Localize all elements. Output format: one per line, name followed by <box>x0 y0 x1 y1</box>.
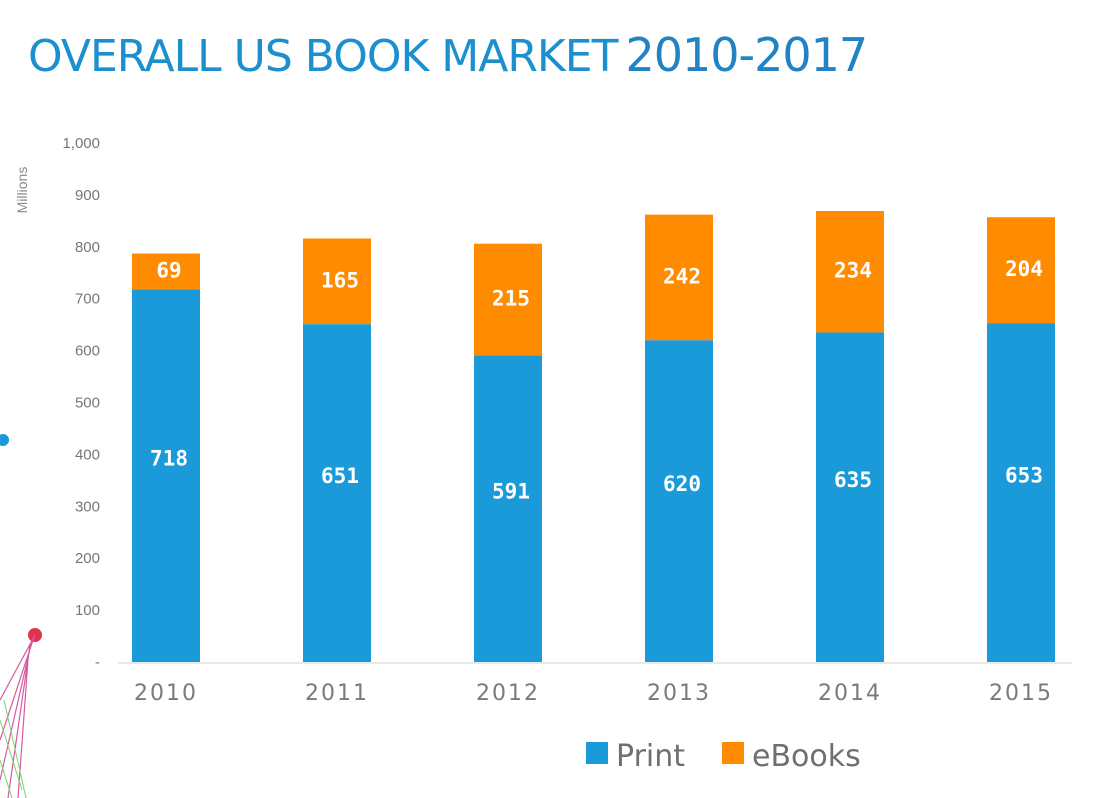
bars: 718 69 651 165 591 215 620 242 635 234 653 204 <box>132 210 1055 662</box>
data-label-ebooks: 69 <box>156 258 181 282</box>
bar-print-2015 <box>987 323 1055 662</box>
y-tick-label: 600 <box>75 343 100 360</box>
x-axis: 2010 2011 2012 2013 2014 2015 <box>118 662 1072 706</box>
data-label-ebooks: 204 <box>1005 257 1043 281</box>
data-label-print: 651 <box>321 464 359 488</box>
data-label-print: 653 <box>1005 464 1043 488</box>
data-label-ebooks: 215 <box>492 286 530 310</box>
x-tick-label: 2010 <box>134 681 198 706</box>
data-label-print: 718 <box>150 447 188 471</box>
y-tick-label: 400 <box>75 446 100 463</box>
legend-swatch-print <box>586 742 608 764</box>
x-tick-label: 2015 <box>989 681 1053 706</box>
data-label-ebooks: 242 <box>663 264 701 288</box>
decor-mesh-2 <box>0 699 27 798</box>
bar-print-2010 <box>132 289 200 662</box>
data-label-ebooks: 234 <box>834 259 872 283</box>
legend: Print eBooks <box>586 739 861 774</box>
y-axis-label: Millions <box>14 167 30 214</box>
page-title: OVERALL US BOOK MARKET 2010-2017 <box>28 28 868 82</box>
y-tick-label: 700 <box>75 291 100 308</box>
y-tick-label: 200 <box>75 550 100 567</box>
y-tick-label: 900 <box>75 187 100 204</box>
data-label-print: 591 <box>492 480 530 504</box>
bar-print-2011 <box>303 324 371 662</box>
x-tick-label: 2013 <box>647 681 711 706</box>
bar-print-2013 <box>645 340 713 662</box>
bar-ebooks-2010 <box>132 253 200 290</box>
title-main: OVERALL US BOOK MARKET <box>28 31 618 82</box>
y-tick-label: 500 <box>75 395 100 412</box>
x-tick-label: 2012 <box>476 681 540 706</box>
legend-label-print: Print <box>616 739 685 774</box>
y-tick-label: 300 <box>75 498 100 515</box>
y-tick-label: - <box>95 654 100 671</box>
decoration <box>0 434 42 798</box>
bar-print-2012 <box>474 355 542 662</box>
title-years: 2010-2017 <box>625 28 868 82</box>
x-tick-label: 2014 <box>818 681 882 706</box>
y-tick-label: 1,000 <box>62 135 100 152</box>
decor-blue-dot <box>0 434 9 446</box>
data-label-print: 620 <box>663 472 701 496</box>
bar-ebooks-2011 <box>303 238 371 325</box>
decor-mesh <box>0 634 36 798</box>
y-tick-label: 800 <box>75 239 100 256</box>
y-tick-label: 100 <box>75 602 100 619</box>
legend-label-ebooks: eBooks <box>752 739 861 774</box>
data-label-print: 635 <box>834 468 872 492</box>
bar-ebooks-2013 <box>645 214 713 341</box>
bar-ebooks-2012 <box>474 243 542 356</box>
bar-print-2014 <box>816 332 884 662</box>
y-axis: - 100 200 300 400 500 600 700 800 900 1,000 Million… <box>14 135 100 671</box>
bar-ebooks-2014 <box>816 210 884 333</box>
legend-swatch-ebooks <box>722 742 744 764</box>
data-label-ebooks: 165 <box>321 268 359 292</box>
bar-ebooks-2015 <box>987 217 1055 324</box>
x-tick-label: 2011 <box>305 681 369 706</box>
